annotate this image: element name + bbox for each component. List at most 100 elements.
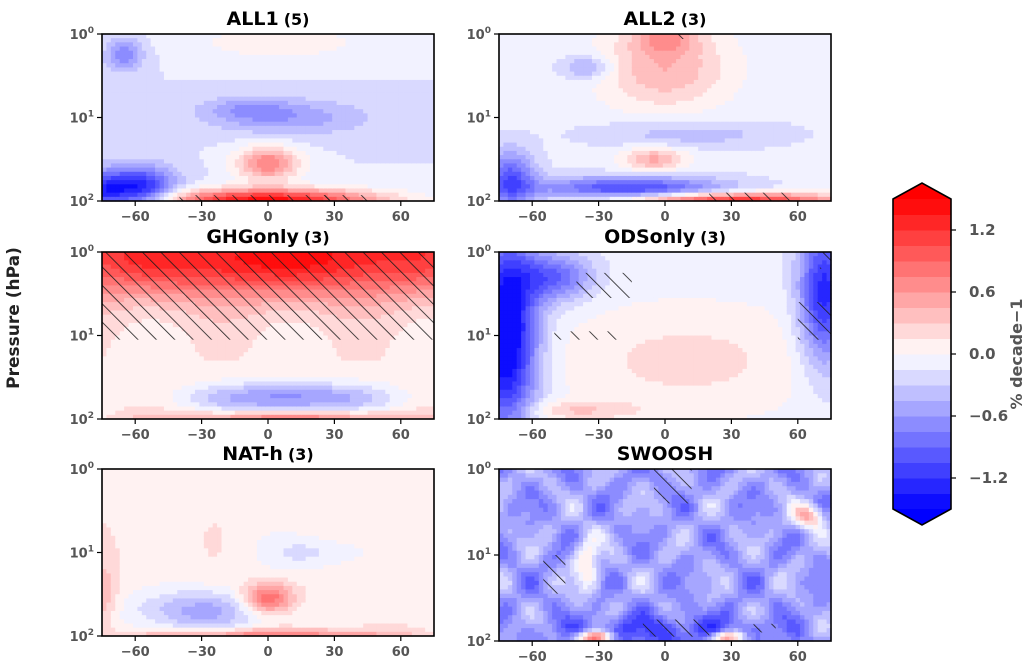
field-cell [279, 63, 285, 68]
field-cell [327, 117, 333, 123]
field-cell [225, 163, 231, 169]
field-cell [225, 100, 231, 106]
field-cell [600, 42, 606, 48]
field-cell [265, 188, 271, 194]
field-cell [310, 142, 316, 148]
field-cell [707, 38, 713, 43]
field-cell [521, 50, 527, 56]
field-cell [649, 63, 655, 68]
field-cell [596, 54, 602, 60]
field-cell [425, 146, 431, 152]
field-cell [627, 155, 633, 160]
field-cell [168, 121, 174, 127]
field-cell [420, 42, 426, 48]
field-cell [389, 196, 395, 202]
field-cell [503, 159, 509, 165]
field-cell [569, 100, 575, 106]
field-cell [420, 113, 426, 119]
field-cell [627, 109, 633, 114]
field-cell [512, 142, 518, 148]
field-cell [372, 113, 378, 119]
field-cell [199, 167, 205, 173]
field-cell [363, 104, 369, 110]
field-cell [420, 104, 426, 110]
field-cell [662, 67, 668, 73]
field-cell [128, 34, 134, 39]
field-cell [552, 113, 558, 119]
field-cell [507, 180, 513, 185]
field-cell [234, 163, 240, 169]
field-cell [274, 84, 280, 89]
field-cell [141, 130, 147, 135]
field-cell [274, 67, 280, 73]
field-cell [172, 46, 178, 52]
field-cell [363, 171, 369, 177]
field-cell [552, 46, 558, 52]
field-cell [525, 184, 531, 190]
field-cell [403, 192, 409, 198]
field-cell [256, 113, 262, 119]
field-cell [534, 150, 540, 156]
field-cell [341, 96, 347, 102]
field-cell [336, 46, 342, 52]
field-cell [296, 142, 302, 148]
field-cell [106, 63, 112, 68]
field-cell [525, 46, 531, 52]
field-cell [163, 196, 169, 202]
field-cell [622, 96, 628, 102]
field-cell [600, 134, 606, 139]
field-cell [376, 130, 382, 135]
field-cell [425, 96, 431, 102]
field-cell [345, 63, 351, 68]
field-cell [314, 171, 320, 177]
field-cell [618, 104, 624, 110]
field-cell [248, 159, 254, 165]
field-cell [349, 71, 355, 77]
field-cell [380, 88, 386, 94]
field-cell [618, 134, 624, 139]
field-cell [234, 84, 240, 89]
field-cell [499, 155, 505, 160]
field-cell [265, 192, 271, 198]
field-cell [332, 180, 338, 185]
field-cell [707, 79, 713, 85]
field-cell [270, 163, 276, 169]
field-cell [358, 138, 364, 144]
field-cell [137, 104, 143, 110]
field-cell [252, 171, 258, 177]
field-cell [503, 163, 509, 169]
field-cell [543, 192, 549, 198]
field-cell [367, 96, 373, 102]
field-cell [150, 138, 156, 144]
field-cell [693, 134, 699, 139]
field-cell [411, 34, 417, 39]
field-cell [609, 175, 615, 181]
field-cell [252, 59, 258, 64]
field-cell [521, 59, 527, 64]
field-cell [707, 155, 713, 160]
field-cell [124, 130, 130, 135]
field-cell [503, 130, 509, 135]
field-cell [560, 104, 566, 110]
field-cell [547, 88, 553, 94]
field-cell [341, 75, 347, 81]
field-cell [389, 167, 395, 173]
field-cell [636, 188, 642, 194]
field-cell [411, 188, 417, 194]
field-cell [525, 125, 531, 131]
field-cell [609, 188, 615, 194]
field-cell [600, 54, 606, 60]
field-cell [543, 146, 549, 152]
field-cell [287, 34, 293, 39]
field-cell [649, 125, 655, 131]
field-cell [243, 54, 249, 60]
field-cell [565, 134, 571, 139]
field-cell [622, 34, 628, 39]
field-cell [574, 34, 580, 39]
field-cell [128, 125, 134, 131]
field-cell [587, 34, 593, 39]
field-cell [279, 67, 285, 73]
field-cell [376, 121, 382, 127]
field-cell [150, 171, 156, 177]
field-cell [349, 46, 355, 52]
